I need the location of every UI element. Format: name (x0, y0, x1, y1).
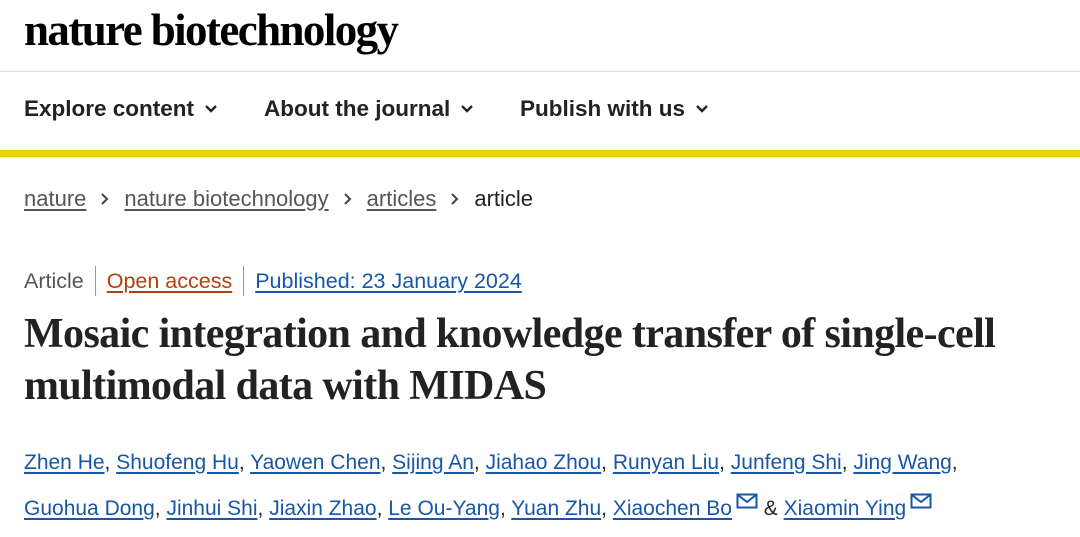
meta-divider (94, 266, 96, 296)
author-link[interactable]: Xiaochen Bo (612, 497, 732, 520)
author-link[interactable]: Guohua Dong (24, 497, 155, 520)
mail-icon[interactable] (736, 493, 758, 509)
chevron-right-icon (101, 193, 109, 205)
author-conjunction: & (763, 497, 778, 520)
nav-about-journal[interactable]: About the journal (264, 96, 474, 122)
article-title: Mosaic integration and knowledge transfe… (24, 311, 996, 409)
mail-icon[interactable] (910, 493, 932, 509)
author-link[interactable]: Junfeng Shi (730, 451, 842, 474)
chevron-down-icon (696, 105, 708, 113)
nav-label: Explore content (24, 96, 195, 121)
site-header: nature biotechnology (0, 0, 1080, 72)
author-link[interactable]: Jinhui Shi (166, 497, 258, 520)
breadcrumb: nature nature biotechnology articles art… (24, 186, 533, 212)
author-link[interactable]: Shuofeng Hu (116, 451, 239, 474)
nav-publish-with-us[interactable]: Publish with us (520, 96, 709, 122)
main-nav: Explore content About the journal Publis… (0, 72, 1080, 150)
author-link[interactable]: Runyan Liu (612, 451, 720, 474)
nav-label: About the journal (264, 96, 451, 121)
journal-logo[interactable]: nature biotechnology (24, 5, 399, 55)
article-meta: Article Open access Published: 23 Januar… (24, 266, 522, 296)
nav-accent-bar (0, 150, 1080, 157)
author-link[interactable]: Jiahao Zhou (485, 451, 602, 474)
breadcrumb-current: article (474, 186, 534, 211)
author-link[interactable]: Le Ou-Yang (388, 497, 500, 520)
author-link[interactable]: Jiaxin Zhao (269, 497, 377, 520)
nav-explore-content[interactable]: Explore content (24, 96, 218, 122)
article-type: Article (24, 268, 84, 293)
author-link[interactable]: Xiaomin Ying (783, 497, 907, 520)
open-access-link[interactable]: Open access (106, 268, 233, 293)
nav-label: Publish with us (520, 96, 686, 121)
breadcrumb-articles[interactable]: articles (366, 186, 437, 211)
author-link[interactable]: Yaowen Chen (250, 451, 381, 474)
author-link[interactable]: Zhen He (24, 451, 105, 474)
breadcrumb-nature[interactable]: nature (24, 186, 87, 211)
author-list: Zhen He, Shuofeng Hu, Yaowen Chen, Sijin… (24, 451, 958, 520)
published-date-link[interactable]: Published: 23 January 2024 (255, 268, 522, 293)
chevron-right-icon (343, 193, 352, 205)
author-link[interactable]: Sijing An (392, 451, 474, 474)
author-link[interactable]: Yuan Zhu (511, 497, 602, 520)
meta-divider (243, 266, 245, 296)
chevron-down-icon (205, 105, 217, 113)
chevron-right-icon (451, 193, 459, 205)
chevron-down-icon (461, 105, 474, 113)
breadcrumb-nature-biotechnology[interactable]: nature biotechnology (124, 186, 329, 211)
author-link[interactable]: Jing Wang (853, 451, 952, 474)
